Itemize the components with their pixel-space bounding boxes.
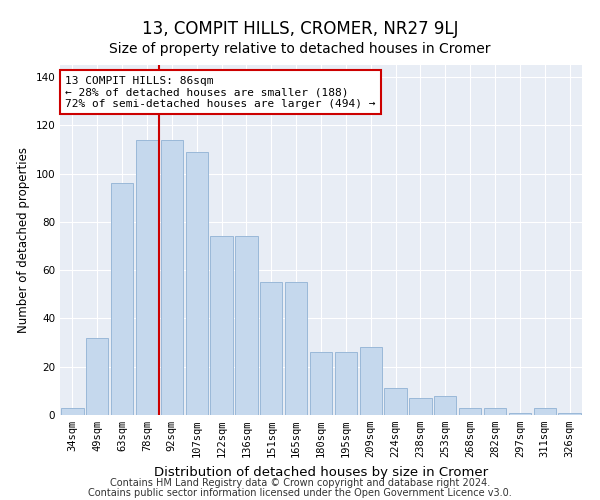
Bar [86,338,109,415]
Bar [111,184,133,415]
Text: Contains public sector information licensed under the Open Government Licence v3: Contains public sector information licen… [88,488,512,498]
Bar [459,408,481,415]
Bar [434,396,457,415]
Bar [310,352,332,415]
Bar [161,140,183,415]
Text: Size of property relative to detached houses in Cromer: Size of property relative to detached ho… [109,42,491,56]
Bar [559,412,581,415]
Bar [211,236,233,415]
Bar [533,408,556,415]
Bar [136,140,158,415]
Bar [285,282,307,415]
Bar [61,408,83,415]
Bar [185,152,208,415]
Text: 13, COMPIT HILLS, CROMER, NR27 9LJ: 13, COMPIT HILLS, CROMER, NR27 9LJ [142,20,458,38]
Y-axis label: Number of detached properties: Number of detached properties [17,147,30,333]
Bar [385,388,407,415]
Bar [235,236,257,415]
Text: Contains HM Land Registry data © Crown copyright and database right 2024.: Contains HM Land Registry data © Crown c… [110,478,490,488]
X-axis label: Distribution of detached houses by size in Cromer: Distribution of detached houses by size … [154,466,488,478]
Text: 13 COMPIT HILLS: 86sqm
← 28% of detached houses are smaller (188)
72% of semi-de: 13 COMPIT HILLS: 86sqm ← 28% of detached… [65,76,376,108]
Bar [409,398,431,415]
Bar [260,282,283,415]
Bar [509,412,531,415]
Bar [359,348,382,415]
Bar [335,352,357,415]
Bar [484,408,506,415]
